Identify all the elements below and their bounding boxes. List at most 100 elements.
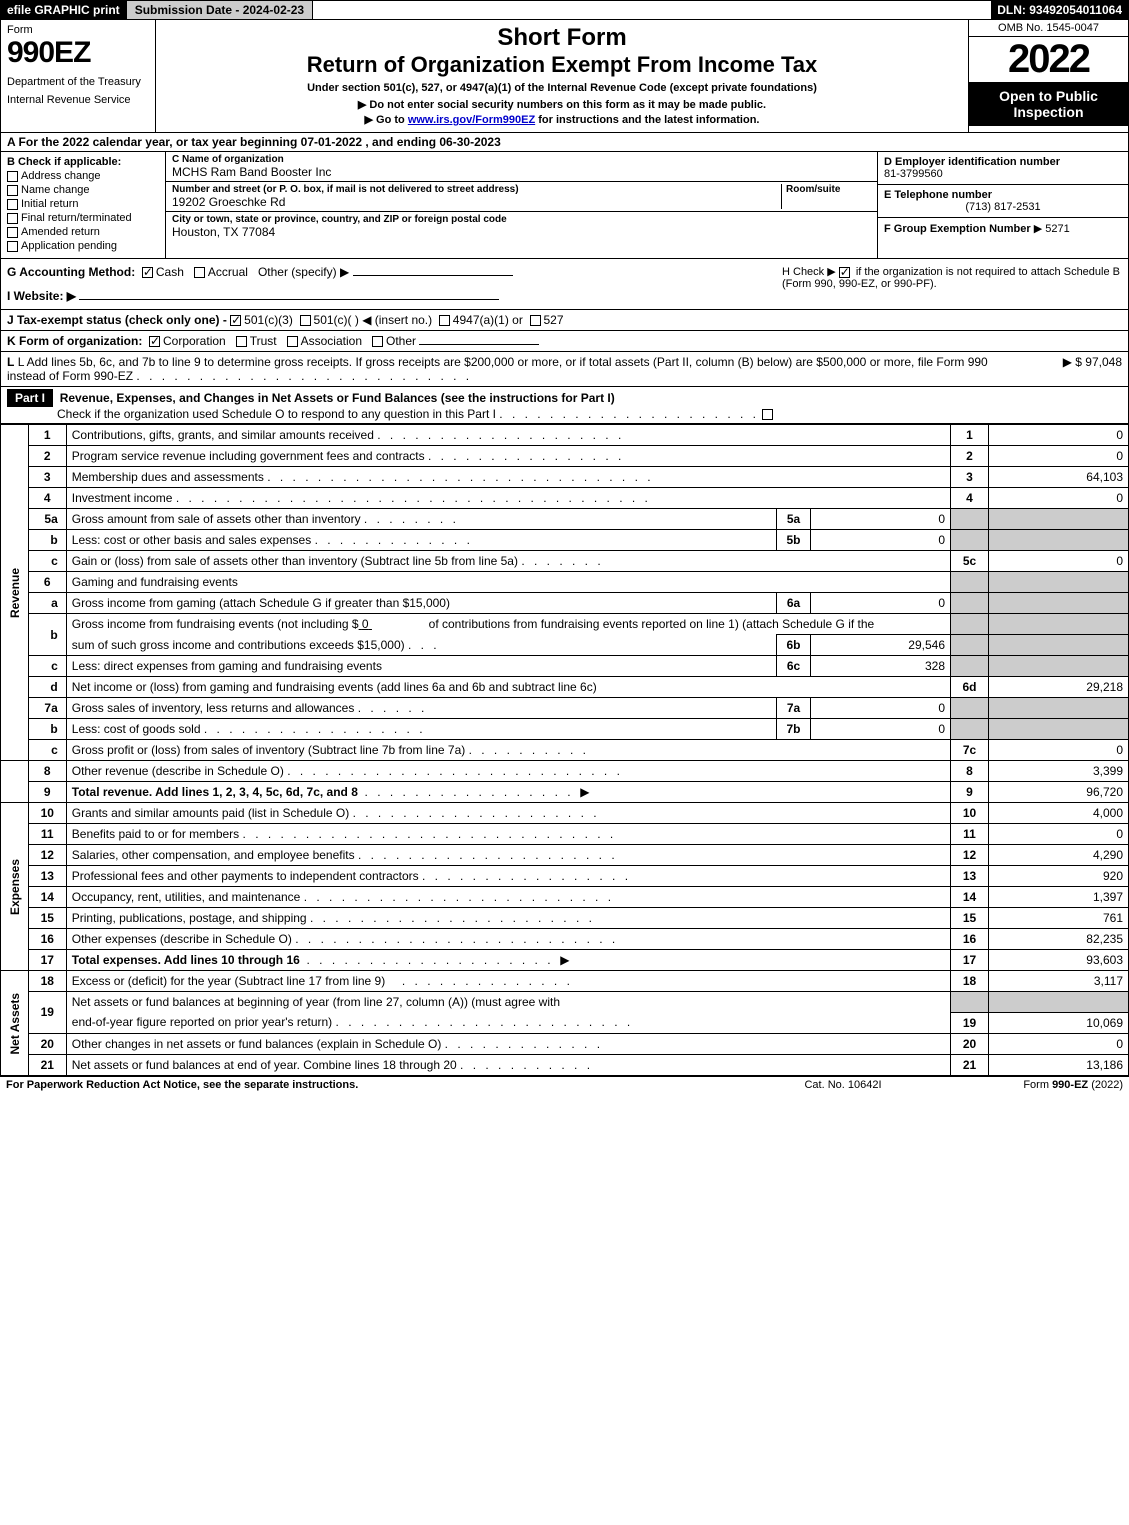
- chk-4947[interactable]: [439, 315, 450, 326]
- line-1-val: 0: [989, 425, 1129, 446]
- chk-accrual[interactable]: [194, 267, 205, 278]
- c-addr-value: 19202 Groeschke Rd: [172, 195, 781, 209]
- form-label: Form: [7, 24, 149, 36]
- chk-trust[interactable]: [236, 336, 247, 347]
- cat-number: Cat. No. 10642I: [743, 1079, 943, 1091]
- l-amount: ▶ $ 97,048: [1002, 355, 1122, 383]
- line-2-val: 0: [989, 446, 1129, 467]
- goto-instructions: ▶ Go to www.irs.gov/Form990EZ for instru…: [164, 113, 960, 126]
- line-20-val: 0: [989, 1033, 1129, 1054]
- g-accounting: G Accounting Method: Cash Accrual Other …: [7, 265, 782, 303]
- b-header: B Check if applicable:: [7, 156, 159, 168]
- lines-table: Revenue 1 Contributions, gifts, grants, …: [0, 424, 1129, 1076]
- gh-row: G Accounting Method: Cash Accrual Other …: [0, 259, 1129, 310]
- chk-527[interactable]: [530, 315, 541, 326]
- tax-year: 2022: [969, 37, 1128, 82]
- header-right: OMB No. 1545-0047 2022 Open to Public In…: [968, 20, 1128, 132]
- c-city-value: Houston, TX 77084: [172, 225, 871, 239]
- chk-corp[interactable]: [149, 336, 160, 347]
- e-phone-label: E Telephone number: [884, 189, 1122, 201]
- chk-name-change[interactable]: Name change: [7, 184, 159, 196]
- chk-schedule-o[interactable]: [762, 409, 773, 420]
- c-room-label: Room/suite: [786, 184, 871, 195]
- line-8-val: 3,399: [989, 761, 1129, 782]
- h-schedule-b: H Check ▶ if the organization is not req…: [782, 265, 1122, 303]
- chk-other[interactable]: [372, 336, 383, 347]
- form-footer: Form 990-EZ (2022): [943, 1079, 1123, 1091]
- line-5c-val: 0: [989, 551, 1129, 572]
- chk-final-return[interactable]: Final return/terminated: [7, 212, 159, 224]
- omb-number: OMB No. 1545-0047: [969, 20, 1128, 37]
- line-11-val: 0: [989, 824, 1129, 845]
- line-7c-val: 0: [989, 740, 1129, 761]
- part-i-label: Part I: [7, 389, 53, 407]
- line-17-val: 93,603: [989, 950, 1129, 971]
- part-i-header: Part I Revenue, Expenses, and Changes in…: [0, 387, 1129, 424]
- top-bar: efile GRAPHIC print Submission Date - 20…: [0, 0, 1129, 20]
- c-city-label: City or town, state or province, country…: [172, 214, 871, 225]
- irs-link[interactable]: www.irs.gov/Form990EZ: [408, 114, 535, 126]
- efile-label: efile GRAPHIC print: [1, 1, 127, 19]
- paperwork-notice: For Paperwork Reduction Act Notice, see …: [6, 1079, 743, 1091]
- side-expenses: Expenses: [1, 803, 29, 971]
- header-center: Short Form Return of Organization Exempt…: [156, 20, 968, 132]
- line-21-val: 13,186: [989, 1054, 1129, 1075]
- chk-cash[interactable]: [142, 267, 153, 278]
- line-5b-val: 0: [811, 530, 951, 551]
- line-6a-val: 0: [811, 593, 951, 614]
- col-c-organization: C Name of organization MCHS Ram Band Boo…: [166, 152, 878, 258]
- e-phone-value: (713) 817-2531: [884, 201, 1122, 213]
- chk-h[interactable]: [839, 267, 850, 278]
- row-a-tax-year: A For the 2022 calendar year, or tax yea…: [0, 133, 1129, 152]
- open-public: Open to Public Inspection: [969, 82, 1128, 126]
- chk-501c[interactable]: [300, 315, 311, 326]
- d-ein-value: 81-3799560: [884, 168, 1122, 180]
- d-ein-label: D Employer identification number: [884, 156, 1122, 168]
- side-revenue: Revenue: [1, 425, 29, 761]
- line-16-val: 82,235: [989, 929, 1129, 950]
- line-13-val: 920: [989, 866, 1129, 887]
- i-website: I Website: ▶: [7, 289, 76, 303]
- block-bcdef: B Check if applicable: Address change Na…: [0, 152, 1129, 259]
- chk-assoc[interactable]: [287, 336, 298, 347]
- f-group-value: ▶ 5271: [1034, 223, 1070, 235]
- line-7b-val: 0: [811, 719, 951, 740]
- line-9-val: 96,720: [989, 782, 1129, 803]
- c-addr-label: Number and street (or P. O. box, if mail…: [172, 184, 781, 195]
- chk-initial-return[interactable]: Initial return: [7, 198, 159, 210]
- c-name-value: MCHS Ram Band Booster Inc: [172, 165, 871, 179]
- chk-address-change[interactable]: Address change: [7, 170, 159, 182]
- chk-amended-return[interactable]: Amended return: [7, 226, 159, 238]
- line-5a-val: 0: [811, 509, 951, 530]
- line-7a-val: 0: [811, 698, 951, 719]
- footer: For Paperwork Reduction Act Notice, see …: [0, 1076, 1129, 1093]
- f-group-label: F Group Exemption Number: [884, 223, 1031, 235]
- line-12-val: 4,290: [989, 845, 1129, 866]
- line-14-val: 1,397: [989, 887, 1129, 908]
- line-6c-val: 328: [811, 656, 951, 677]
- side-net-assets: Net Assets: [1, 971, 29, 1076]
- line-3-val: 64,103: [989, 467, 1129, 488]
- dept-treasury: Department of the Treasury: [7, 76, 149, 88]
- return-title: Return of Organization Exempt From Incom…: [164, 52, 960, 78]
- col-b-check-applicable: B Check if applicable: Address change Na…: [1, 152, 166, 258]
- dln: DLN: 93492054011064: [991, 1, 1128, 19]
- k-form-org: K Form of organization: Corporation Trus…: [0, 331, 1129, 352]
- col-def: D Employer identification number 81-3799…: [878, 152, 1128, 258]
- irs-label: Internal Revenue Service: [7, 94, 149, 106]
- under-section: Under section 501(c), 527, or 4947(a)(1)…: [164, 82, 960, 94]
- line-10-val: 4,000: [989, 803, 1129, 824]
- header-left: Form 990EZ Department of the Treasury In…: [1, 20, 156, 132]
- short-form-title: Short Form: [164, 24, 960, 52]
- chk-501c3[interactable]: [230, 315, 241, 326]
- submission-date: Submission Date - 2024-02-23: [127, 1, 313, 19]
- l-gross-receipts: L L Add lines 5b, 6c, and 7b to line 9 t…: [0, 352, 1129, 387]
- line-6b-val: 29,546: [811, 635, 951, 656]
- j-tax-exempt: J Tax-exempt status (check only one) - 5…: [0, 310, 1129, 331]
- form-header: Form 990EZ Department of the Treasury In…: [0, 20, 1129, 133]
- ssn-warning: ▶ Do not enter social security numbers o…: [164, 98, 960, 111]
- line-4-val: 0: [989, 488, 1129, 509]
- form-number: 990EZ: [7, 36, 149, 70]
- chk-application-pending[interactable]: Application pending: [7, 240, 159, 252]
- line-19-val: 10,069: [989, 1012, 1129, 1033]
